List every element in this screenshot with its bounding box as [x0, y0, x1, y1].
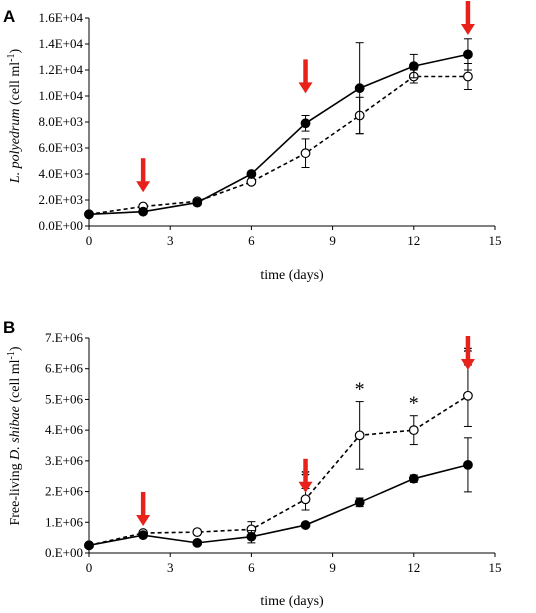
panel-b-treatment-arrow-head [460, 359, 475, 370]
panel-a-open-marker [463, 71, 473, 82]
panel-a-open-marker [300, 148, 311, 159]
panel-b-filled-marker [138, 530, 149, 541]
panel-a-y-axis-label-species: L. polyedrum [8, 109, 23, 185]
panel-b-open-marker [192, 527, 203, 538]
panel-a: A time (days) L. polyedrum (cell ml-1) 0… [3, 1, 502, 283]
panel-b-y-tick-label: 1.E+06 [45, 514, 84, 529]
panel-b-y-tick-label: 0.E+00 [45, 545, 83, 560]
panel-a-y-tick-label: 1.4E+04 [38, 36, 83, 51]
panel-a-filled-marker [300, 118, 311, 129]
panel-b-x-tick-label: 6 [248, 560, 255, 575]
panel-b-y-tick-label: 5.E+06 [45, 391, 84, 406]
panel-a-series-dashed-line [88, 75, 468, 216]
panel-b-filled-marker [84, 540, 94, 551]
panel-a-y-tick-label: 1.2E+04 [38, 62, 83, 77]
panel-b-treatment-arrow-head [298, 481, 313, 493]
panel-a-y-tick-label: 2.0E+03 [38, 192, 83, 207]
panel-a-series-solid-line [88, 53, 469, 216]
panel-b-x-tick-label: 12 [407, 560, 420, 575]
panel-b-y-tick-label: 4.E+06 [45, 422, 84, 437]
panel-b-filled-marker [408, 473, 419, 484]
panel-b-open-marker [300, 494, 311, 505]
panel-a-x-tick-label: 0 [86, 233, 93, 248]
panel-a-y-tick-label: 6.0E+03 [38, 140, 83, 155]
panel-a-y-tick-label: 8.0E+03 [38, 114, 83, 129]
panel-a-filled-marker [246, 169, 257, 179]
panel-a-x-tick-label: 9 [329, 233, 336, 248]
panel-b-y-tick-label: 7.E+06 [45, 330, 84, 345]
panel-b: B time (days) Free-living D. shibae (cel… [3, 318, 502, 609]
panel-a-y-tick-label: 1.0E+04 [38, 88, 83, 103]
panel-a-y-axis-label: L. polyedrum (cell ml-1) [6, 49, 23, 185]
panel-b-y-axis-label-species: D. shibae [8, 406, 23, 461]
panel-a-y-axis-label-unit: (cell ml [8, 62, 23, 109]
panel-b-open-marker [408, 425, 419, 436]
panel-b-y-tick-label: 2.E+06 [45, 484, 84, 499]
panel-b-y-axis-label-superscript: -1 [6, 351, 17, 359]
panel-a-y-axis-label-close: ) [8, 49, 23, 54]
panel-b-significance-asterisk: * [409, 393, 419, 415]
panel-b-filled-marker [463, 459, 473, 470]
panel-a-filled-marker [354, 83, 365, 94]
panel-a-filled-marker [84, 209, 94, 220]
panel-b-filled-marker [300, 520, 311, 530]
panel-a-x-axis-label: time (days) [260, 268, 324, 283]
panel-b-x-tick-label: 0 [86, 560, 93, 575]
panel-b-y-axis-label: Free-living D. shibae (cell ml-1) [6, 346, 23, 525]
panel-b-filled-marker [354, 497, 365, 508]
panel-b-x-tick-label: 3 [167, 560, 174, 575]
panel-b-y-axis-label-prefix: Free-living [8, 460, 23, 526]
panel-b-y-tick-label: 3.E+06 [45, 453, 84, 468]
panel-b-open-marker [354, 430, 365, 441]
panel-b-label: B [3, 318, 15, 337]
panel-a-filled-marker [138, 206, 149, 217]
panel-b-series-dashed-line [88, 395, 469, 547]
panel-a-treatment-arrow-head [136, 181, 151, 193]
panel-b-filled-marker [246, 531, 257, 542]
panel-a-y-tick-label: 1.6E+04 [38, 10, 83, 25]
panel-b-x-tick-label: 15 [489, 560, 502, 575]
panel-b-y-axis-label-unit: (cell ml [8, 359, 23, 406]
panel-a-filled-marker [463, 49, 473, 60]
panel-b-treatment-arrow-head [136, 514, 151, 526]
panel-b-filled-marker [192, 537, 203, 548]
panel-b-x-axis-label: time (days) [260, 594, 324, 609]
panel-a-treatment-arrow-head [460, 24, 475, 35]
panel-a-x-tick-label: 6 [248, 233, 255, 248]
panel-a-x-tick-label: 12 [407, 233, 420, 248]
panel-b-series-solid-line [88, 464, 469, 547]
panel-a-y-axis-label-superscript: -1 [6, 54, 17, 62]
panel-b-significance-asterisk: * [355, 379, 365, 401]
panel-a-x-tick-label: 15 [489, 233, 502, 248]
panel-a-x-tick-label: 3 [167, 233, 174, 248]
panel-a-filled-marker [192, 197, 203, 208]
panel-a-y-tick-label: 4.0E+03 [38, 166, 83, 181]
panel-a-label: A [3, 7, 15, 26]
panel-a-y-tick-label: 0.0E+00 [38, 218, 83, 233]
panel-a-filled-marker [408, 61, 419, 71]
panel-a-treatment-arrow-head [298, 82, 313, 94]
panel-b-open-marker [463, 390, 473, 401]
panel-b-y-tick-label: 6.E+06 [45, 361, 84, 376]
panel-b-y-axis-label-close: ) [8, 346, 23, 351]
panel-b-x-tick-label: 9 [329, 560, 336, 575]
